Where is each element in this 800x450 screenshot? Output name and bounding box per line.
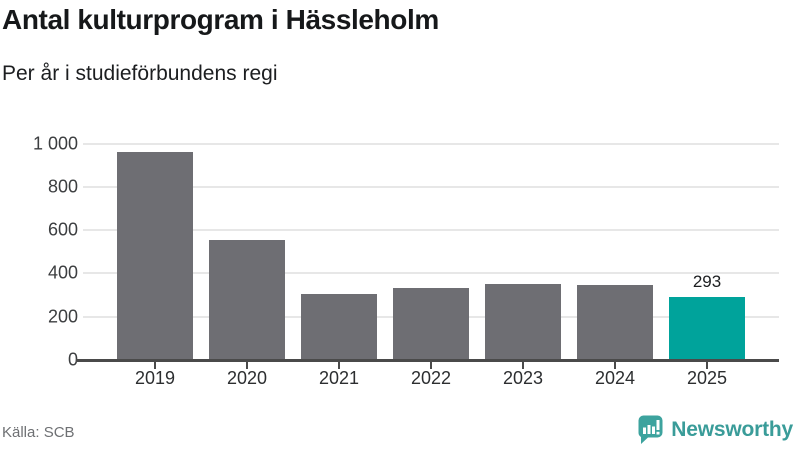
x-axis-label-2024: 2024 [594, 368, 636, 388]
y-axis-label-800: 800 [47, 176, 78, 197]
x-axis-label-2021: 2021 [318, 368, 360, 388]
gridline-400 [83, 272, 779, 275]
bar-value-label-2025: 293 [692, 271, 722, 291]
brand-logo: Newsworthy [637, 414, 793, 445]
newsworthy-chart-bubble-icon [637, 414, 664, 445]
x-tick-2021 [338, 361, 340, 369]
x-axis-label-2020: 2020 [226, 368, 268, 388]
x-tick-2022 [430, 361, 432, 369]
bar-2021 [301, 294, 377, 360]
x-axis-label-2019: 2019 [134, 368, 176, 388]
y-axis-label-600: 600 [47, 219, 78, 240]
x-axis-line [76, 358, 779, 362]
source-note: Källa: SCB [2, 424, 75, 441]
gridline-600 [83, 229, 779, 232]
y-axis-label-200: 200 [47, 306, 78, 327]
gridline-1000 [83, 142, 779, 145]
bar-2019 [117, 152, 193, 360]
page-subtitle: Per år i studieförbundens regi [2, 62, 278, 85]
y-axis-label-1000: 1 000 [32, 133, 78, 153]
y-axis-label-0: 0 [67, 349, 78, 370]
brand-name: Newsworthy [671, 417, 793, 441]
x-axis-label-2025: 2025 [686, 368, 728, 388]
bar-2024 [577, 284, 653, 360]
x-tick-2024 [614, 361, 616, 369]
x-tick-2019 [154, 361, 156, 369]
bar-2025 [669, 296, 745, 360]
bar-2023 [485, 284, 561, 360]
y-axis-label-400: 400 [47, 262, 78, 283]
x-axis-label-2022: 2022 [410, 368, 452, 388]
x-tick-2025 [706, 361, 708, 369]
page-title: Antal kulturprogram i Hässleholm [2, 4, 439, 35]
gridline-800 [83, 185, 779, 188]
x-axis-label-2023: 2023 [502, 368, 544, 388]
bar-2020 [209, 240, 285, 360]
x-tick-2020 [246, 361, 248, 369]
bar-2022 [393, 287, 469, 360]
x-tick-2023 [522, 361, 524, 369]
